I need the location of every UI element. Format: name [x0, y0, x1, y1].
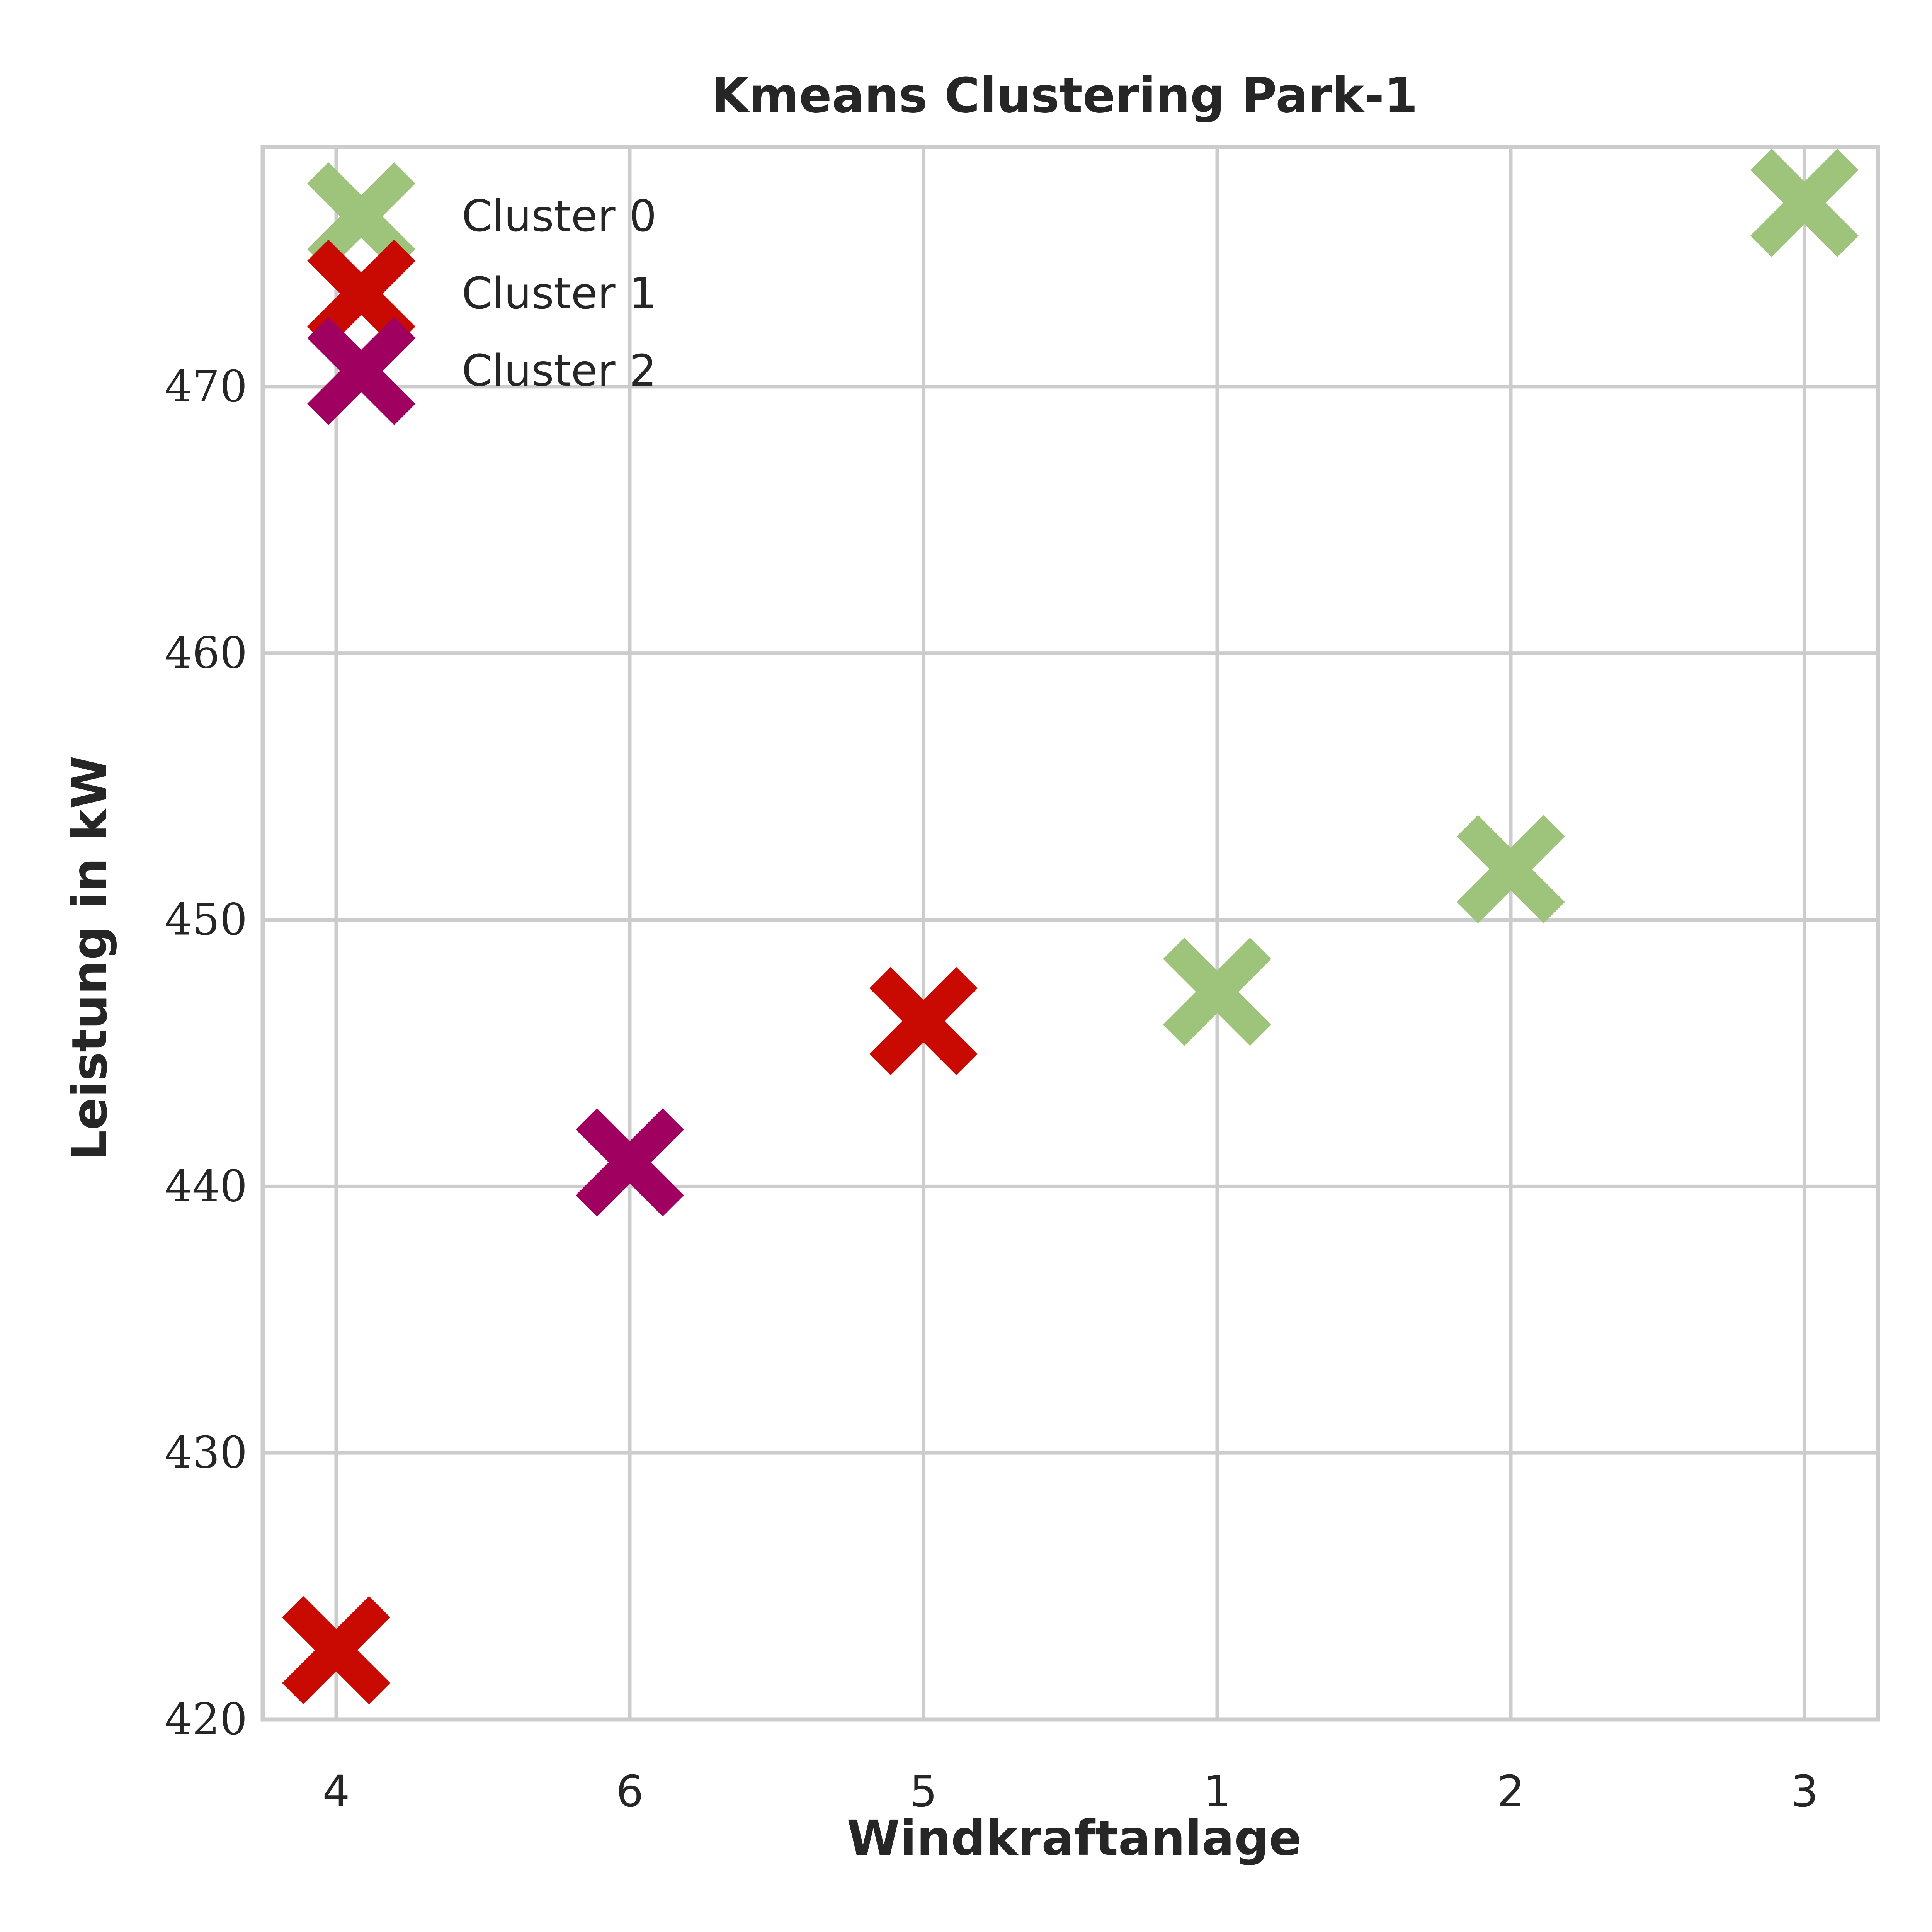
x-tick-label: 4 — [322, 1767, 350, 1817]
data-point — [576, 1108, 684, 1217]
legend-marker — [307, 240, 415, 348]
chart-title: Kmeans Clustering Park-1 — [711, 68, 1418, 124]
data-point — [1457, 815, 1565, 923]
y-tick-label: 450 — [165, 895, 247, 945]
data-point — [1163, 937, 1271, 1046]
legend-label: Cluster 2 — [462, 346, 656, 396]
y-tick-label: 470 — [165, 362, 247, 412]
y-tick-label: 420 — [165, 1694, 247, 1745]
plot-frame — [260, 145, 1880, 1722]
y-tick-label: 430 — [165, 1428, 247, 1478]
legend-label: Cluster 0 — [462, 191, 656, 242]
legend-marker — [307, 162, 415, 270]
x-tick-label: 5 — [910, 1767, 937, 1817]
data-point — [1750, 148, 1859, 257]
y-axis-label: Leistung in kW — [62, 756, 118, 1161]
y-tick-label: 460 — [165, 628, 247, 679]
x-tick-label: 1 — [1203, 1767, 1231, 1817]
x-tick-label: 6 — [616, 1767, 643, 1817]
x-axis-label: Windkraftanlage — [847, 1810, 1301, 1866]
data-point — [869, 967, 978, 1075]
x-tick-label: 3 — [1791, 1767, 1818, 1817]
y-tick-label: 440 — [165, 1161, 247, 1211]
legend: Cluster 0 Cluster 1 Cluster 2 — [307, 162, 656, 425]
legend-marker — [307, 317, 415, 425]
legend-label: Cluster 1 — [462, 269, 656, 319]
x-tick-label: 2 — [1497, 1767, 1524, 1817]
plot-area: 420 430 440 450 460 470 4 6 5 1 2 3 — [165, 145, 1880, 1817]
data-point — [282, 1596, 390, 1704]
